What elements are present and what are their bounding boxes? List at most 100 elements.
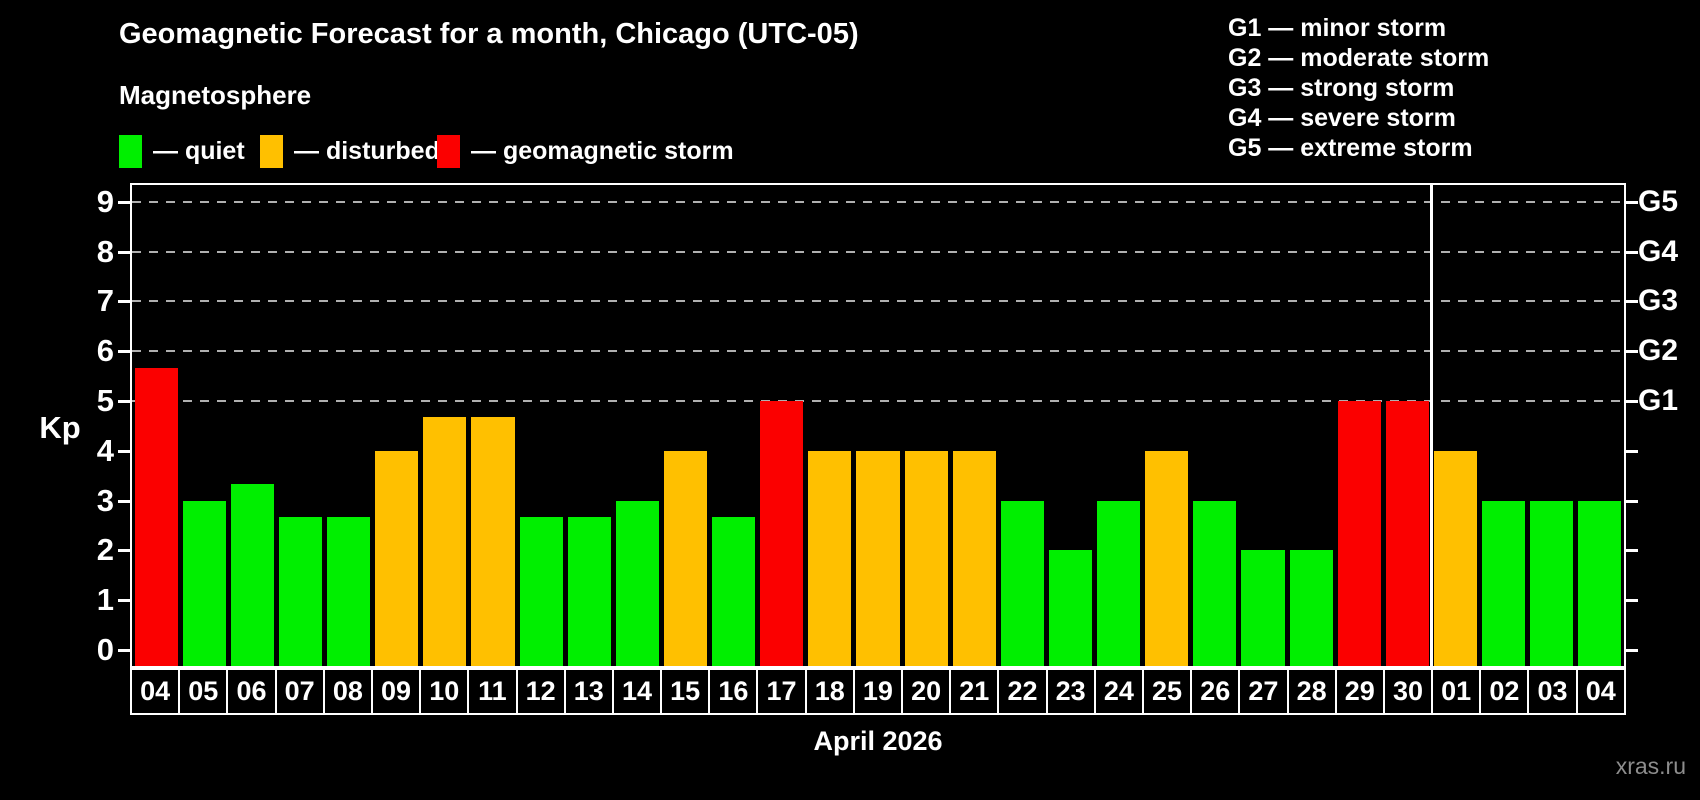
kp-bar-12-8 xyxy=(519,517,563,666)
y-axis-tick-left-7 xyxy=(118,300,130,304)
y-axis-tick-left-5 xyxy=(118,400,130,403)
g-axis-label-g4: G4 xyxy=(1638,234,1679,268)
y-tick-label-7: 7 xyxy=(96,283,114,319)
legend-label-storm: — geomagnetic storm xyxy=(471,136,734,165)
date-cell-25-21: 25 xyxy=(1144,670,1193,713)
y-axis-tick-right-4 xyxy=(1626,449,1638,453)
date-cell-17-13: 17 xyxy=(758,670,807,713)
g-axis-label-g5: G5 xyxy=(1638,184,1679,218)
date-cell-02-28: 02 xyxy=(1481,670,1530,713)
date-cell-26-22: 26 xyxy=(1192,670,1241,713)
g-axis-label-g3: G3 xyxy=(1638,284,1679,318)
kp-bar-20-16 xyxy=(904,450,948,666)
g-legend-line-g4: G4 — severe storm xyxy=(1228,104,1456,132)
date-cell-18-14: 18 xyxy=(807,670,855,713)
date-cell-22-18: 22 xyxy=(999,670,1048,713)
kp-bar-10-6 xyxy=(423,417,467,666)
chart-title: Geomagnetic Forecast for a month, Chicag… xyxy=(119,18,859,50)
y-tick-label-0: 0 xyxy=(96,632,114,667)
gridline-kp8 xyxy=(132,250,1624,253)
y-axis-tick-left-4 xyxy=(118,449,130,453)
y-axis-tick-right-1 xyxy=(1626,599,1638,603)
date-cell-21-17: 21 xyxy=(951,670,1000,713)
date-axis: 04 05 06 07 08 09 10 11 12 13 14 15 16 17 18 19 20 21 22 23… xyxy=(130,668,1626,715)
kp-bar-14-10 xyxy=(615,500,659,666)
kp-bar-07-3 xyxy=(278,517,322,666)
y-axis-tick-right-2 xyxy=(1626,549,1638,553)
date-cell-24-20: 24 xyxy=(1096,670,1144,713)
kp-bar-08-4 xyxy=(327,517,371,666)
y-axis-tick-left-1 xyxy=(118,599,130,603)
date-cell-09-5: 09 xyxy=(373,670,422,713)
date-cell-12-8: 12 xyxy=(518,670,566,713)
date-cell-27-23: 27 xyxy=(1240,670,1289,713)
date-cell-03-29: 03 xyxy=(1529,670,1578,713)
y-axis-tick-right-7 xyxy=(1626,300,1638,304)
kp-bar-26-22 xyxy=(1193,500,1237,666)
kp-bar-01-27 xyxy=(1433,450,1478,666)
date-cell-07-3: 07 xyxy=(277,670,325,713)
y-axis-tick-right-6 xyxy=(1626,350,1638,354)
kp-bar-04-30 xyxy=(1578,500,1622,666)
kp-bar-19-15 xyxy=(856,450,900,666)
kp-bar-16-12 xyxy=(712,517,756,666)
g-legend-line-g5: G5 — extreme storm xyxy=(1228,134,1473,162)
legend-swatch-quiet xyxy=(119,134,142,168)
y-axis-tick-right-9 xyxy=(1626,200,1638,204)
date-cell-20-16: 20 xyxy=(903,670,952,713)
legend-label-quiet: — quiet xyxy=(153,136,245,165)
kp-bar-11-7 xyxy=(471,417,515,666)
y-axis-tick-right-5 xyxy=(1626,400,1638,403)
date-cell-19-15: 19 xyxy=(855,670,903,713)
y-axis-tick-right-3 xyxy=(1626,499,1638,503)
g-legend-line-g2: G2 — moderate storm xyxy=(1228,44,1490,72)
y-axis-title: Kp xyxy=(39,410,81,445)
date-cell-01-27: 01 xyxy=(1433,670,1482,713)
y-axis-tick-left-9 xyxy=(118,200,130,204)
kp-bar-30-26 xyxy=(1385,401,1429,666)
kp-bar-04-0 xyxy=(134,367,178,666)
date-cell-15-11: 15 xyxy=(662,670,711,713)
legend-swatch-storm xyxy=(437,134,460,168)
date-cell-30-26: 30 xyxy=(1385,670,1434,713)
date-cell-14-10: 14 xyxy=(614,670,663,713)
watermark-xras: xras.ru xyxy=(1615,753,1686,779)
kp-bar-17-13 xyxy=(760,401,804,666)
date-cell-11-7: 11 xyxy=(469,670,518,713)
y-tick-label-6: 6 xyxy=(96,333,114,369)
kp-bar-25-21 xyxy=(1145,450,1189,666)
y-tick-label-3: 3 xyxy=(96,482,114,518)
y-axis-tick-left-2 xyxy=(118,549,130,553)
date-cell-10-6: 10 xyxy=(421,670,470,713)
kp-bar-13-9 xyxy=(567,517,611,666)
date-cell-29-25: 29 xyxy=(1337,670,1385,713)
legend-label-disturbed: — disturbed xyxy=(294,136,440,165)
legend-swatch-disturbed xyxy=(260,134,283,168)
magnetosphere-label: Magnetosphere xyxy=(119,80,312,110)
kp-bar-09-5 xyxy=(375,450,419,666)
legend-item-quiet: — quiet xyxy=(119,134,245,168)
date-cell-28-24: 28 xyxy=(1289,670,1337,713)
y-tick-label-4: 4 xyxy=(96,432,114,468)
g-legend-line-g3: G3 — strong storm xyxy=(1228,74,1455,102)
kp-bar-23-19 xyxy=(1048,550,1093,666)
date-cell-08-4: 08 xyxy=(325,670,373,713)
legend-item-storm: — geomagnetic storm xyxy=(437,134,734,168)
kp-bar-18-14 xyxy=(808,450,852,666)
date-cell-04-30: 04 xyxy=(1585,676,1616,706)
month-separator-line xyxy=(1429,185,1433,666)
gridline-kp6 xyxy=(132,350,1624,353)
date-cell-05-1: 05 xyxy=(180,670,229,713)
kp-bar-24-20 xyxy=(1097,500,1141,666)
y-tick-label-9: 9 xyxy=(96,183,114,219)
x-axis-title: April 2026 xyxy=(813,726,943,756)
kp-bar-05-1 xyxy=(182,500,226,666)
kp-bar-03-29 xyxy=(1530,500,1574,666)
kp-bar-29-25 xyxy=(1337,401,1381,666)
y-axis-tick-left-8 xyxy=(118,250,130,254)
y-tick-label-1: 1 xyxy=(96,582,114,618)
y-tick-label-2: 2 xyxy=(96,532,114,568)
g-legend-line-g1: G1 — minor storm xyxy=(1228,14,1447,42)
y-axis-tick-left-3 xyxy=(118,499,130,503)
date-cell-23-19: 23 xyxy=(1048,670,1096,713)
